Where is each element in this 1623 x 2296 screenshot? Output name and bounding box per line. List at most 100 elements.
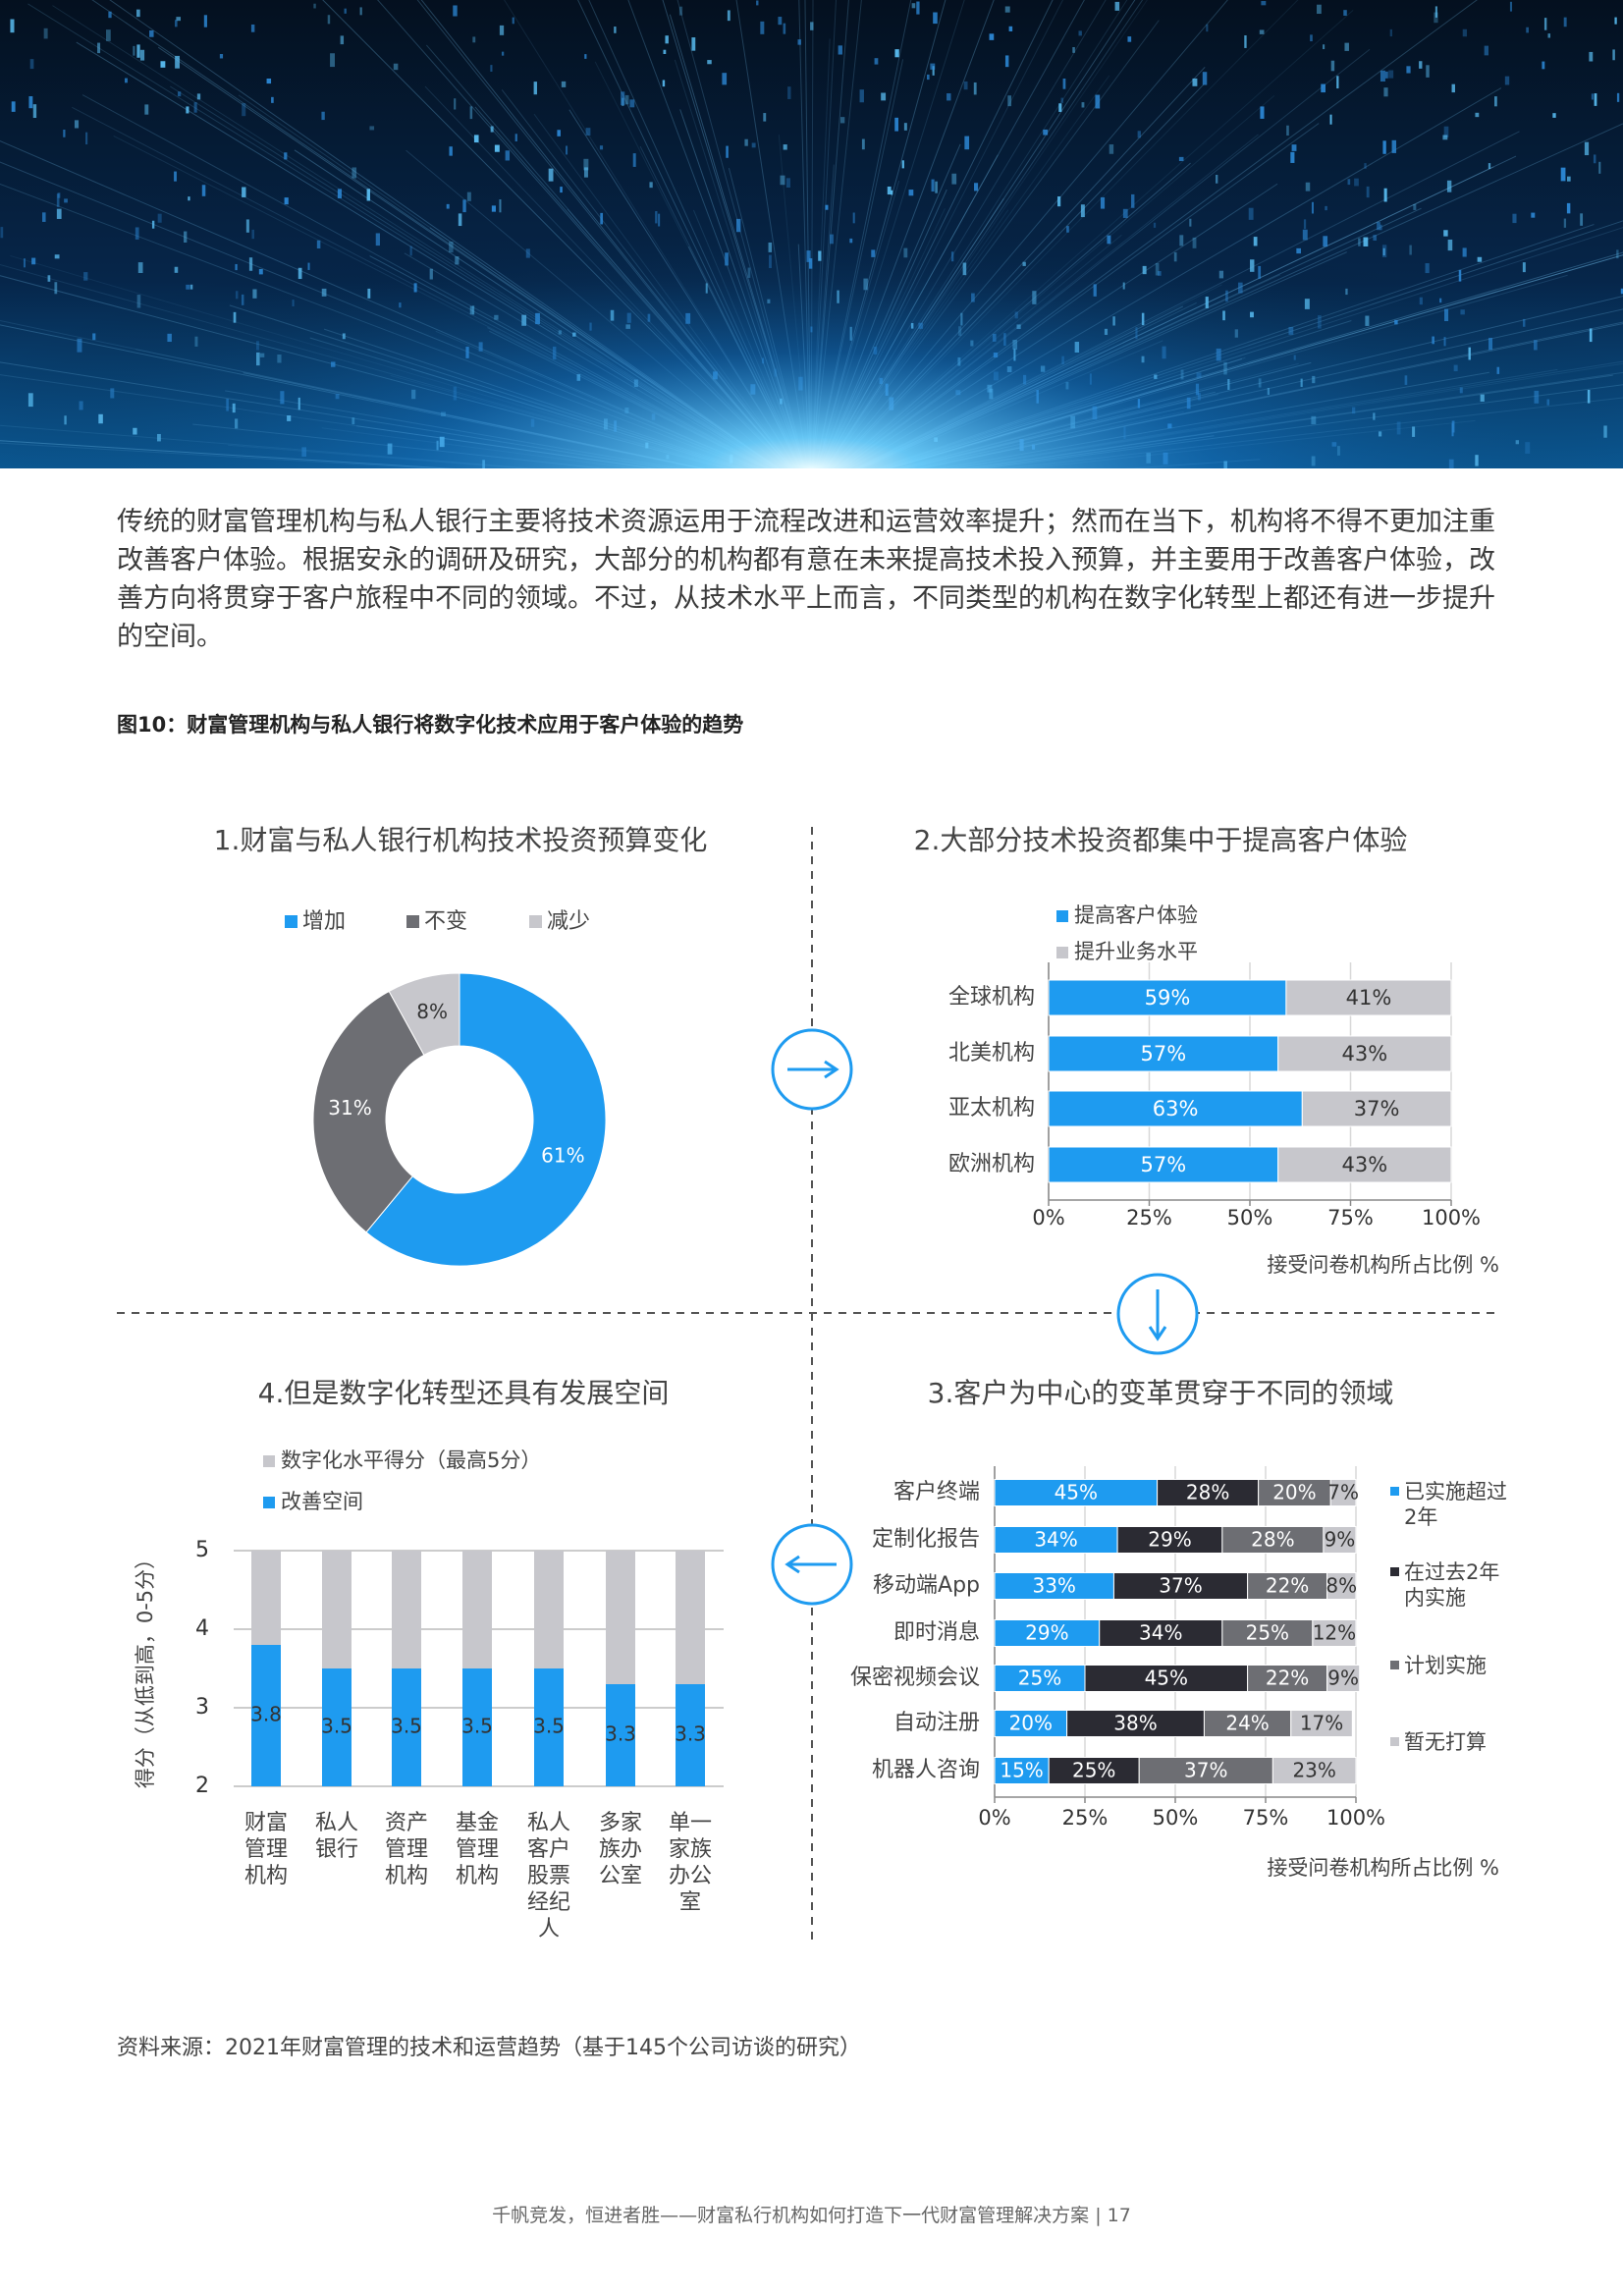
y-tick-label: 5 xyxy=(195,1538,209,1562)
bar-segment xyxy=(1329,1479,1357,1506)
bar-label: 34% xyxy=(1034,1528,1077,1552)
legend-swatch xyxy=(1056,910,1068,922)
bar-label: 37% xyxy=(1354,1097,1400,1121)
bar-segment xyxy=(1048,979,1287,1016)
legend-label: 减少 xyxy=(547,909,590,934)
bar-label: 3.5 xyxy=(461,1715,493,1738)
bar-label: 22% xyxy=(1266,1667,1309,1690)
bar-segment xyxy=(1221,1526,1325,1554)
bar-label: 41% xyxy=(1346,986,1392,1010)
category-label: 全球机构 xyxy=(948,985,1035,1010)
y-tick-label: 3 xyxy=(195,1695,209,1720)
bar-label: 63% xyxy=(1153,1097,1199,1121)
bar-label: 3.3 xyxy=(605,1722,636,1746)
bar-segment xyxy=(1157,1479,1260,1506)
legend-label: 不变 xyxy=(424,909,467,934)
legend-label: 暂无打算 xyxy=(1404,1730,1487,1754)
legend-swatch xyxy=(406,915,419,928)
bar-segment xyxy=(1277,1035,1452,1072)
bar-segment xyxy=(1066,1710,1205,1737)
bar-label: 25% xyxy=(1246,1621,1289,1645)
bar-segment xyxy=(392,1668,421,1786)
bar-label: 29% xyxy=(1025,1621,1068,1645)
legend-label: 提升业务水平 xyxy=(1074,940,1198,963)
category-label: 私人客户股票经纪人 xyxy=(526,1811,570,1941)
bar-segment xyxy=(251,1645,281,1786)
bar-segment xyxy=(534,1668,564,1786)
legend-swatch xyxy=(263,1497,275,1508)
body-text: 传统的财富管理机构与私人银行主要将技术资源运用于流程改进和运营效率提升；然而在当… xyxy=(117,507,1495,652)
bar-segment xyxy=(462,1668,492,1786)
bar-label: 3.5 xyxy=(533,1715,565,1738)
bar-segment xyxy=(606,1551,635,1684)
bar-label: 3.3 xyxy=(675,1722,706,1746)
category-label: 私人银行 xyxy=(314,1811,358,1862)
bar-segment xyxy=(994,1757,1050,1784)
figure-title: 图10：财富管理机构与私人银行将数字化技术应用于客户体验的趋势 xyxy=(117,713,744,737)
chart-title: 4.但是数字化转型还具有发展空间 xyxy=(258,1377,670,1409)
legend-swatch xyxy=(285,915,298,928)
bar-segment xyxy=(1326,1572,1357,1600)
bar-label: 20% xyxy=(1009,1712,1053,1735)
category-label: 财富管理机构 xyxy=(243,1811,288,1888)
bar-segment xyxy=(1271,1757,1357,1784)
bar-label: 37% xyxy=(1184,1759,1227,1782)
bar-segment xyxy=(1285,979,1452,1016)
category-label: 亚太机构 xyxy=(948,1096,1035,1121)
legend-swatch xyxy=(1390,1487,1399,1496)
slice-label: 8% xyxy=(416,1000,448,1023)
hero-glow xyxy=(0,0,1623,468)
bar-segment xyxy=(322,1668,352,1786)
bar-label: 25% xyxy=(1072,1759,1115,1782)
bar-segment xyxy=(994,1479,1159,1506)
bar-label: 38% xyxy=(1113,1712,1157,1735)
bar-label: 29% xyxy=(1148,1528,1191,1552)
bar-label: 45% xyxy=(1145,1667,1188,1690)
legend-label: 计划实施 xyxy=(1404,1654,1487,1677)
bar-label: 28% xyxy=(1251,1528,1294,1552)
bar-segment xyxy=(392,1551,421,1668)
legend-swatch xyxy=(1390,1737,1399,1746)
bar-segment xyxy=(322,1551,352,1668)
arrow-right xyxy=(771,1028,853,1111)
bar-label: 37% xyxy=(1159,1574,1202,1598)
bar-label: 24% xyxy=(1225,1712,1269,1735)
bar-label: 20% xyxy=(1272,1481,1316,1504)
category-label: 多家族办公室 xyxy=(598,1811,642,1888)
arrow-down xyxy=(1116,1273,1199,1355)
y-tick-label: 2 xyxy=(195,1774,209,1798)
pie-slice xyxy=(365,972,607,1267)
category-label: 客户终端 xyxy=(893,1480,980,1504)
bar-label: 57% xyxy=(1141,1042,1187,1066)
bar-label: 3.5 xyxy=(391,1715,422,1738)
y-axis-label: 得分（从低到高，0-5分） xyxy=(134,1549,157,1788)
bar-segment xyxy=(1326,1665,1361,1692)
x-tick-label: 50% xyxy=(1153,1806,1199,1830)
bar-label: 43% xyxy=(1342,1042,1388,1066)
category-label: 北美机构 xyxy=(948,1041,1035,1066)
category-label: 欧洲机构 xyxy=(948,1152,1035,1176)
bar-segment xyxy=(676,1551,705,1684)
category-label: 单一家族办公室 xyxy=(668,1811,712,1915)
legend-swatch xyxy=(263,1455,275,1467)
bar-label: 45% xyxy=(1055,1481,1098,1504)
category-label: 机器人咨询 xyxy=(872,1758,980,1782)
category-label: 定制化报告 xyxy=(872,1527,980,1552)
x-tick-label: 25% xyxy=(1062,1806,1109,1830)
bar-label: 9% xyxy=(1325,1528,1356,1552)
bar-segment xyxy=(1258,1479,1331,1506)
slice-label: 31% xyxy=(328,1096,371,1120)
legend-label: 改善空间 xyxy=(281,1490,363,1513)
legend-label: 增加 xyxy=(302,909,346,934)
x-tick-label: 100% xyxy=(1326,1806,1385,1830)
x-tick-label: 100% xyxy=(1422,1206,1481,1230)
legend-swatch xyxy=(529,915,542,928)
bar-label: 7% xyxy=(1327,1481,1359,1504)
category-label: 保密视频会议 xyxy=(850,1666,980,1690)
bar-segment xyxy=(994,1526,1118,1554)
bar-label: 59% xyxy=(1145,986,1191,1010)
bar-segment xyxy=(606,1684,635,1786)
bar-segment xyxy=(1112,1572,1249,1600)
category-label: 自动注册 xyxy=(893,1711,980,1735)
